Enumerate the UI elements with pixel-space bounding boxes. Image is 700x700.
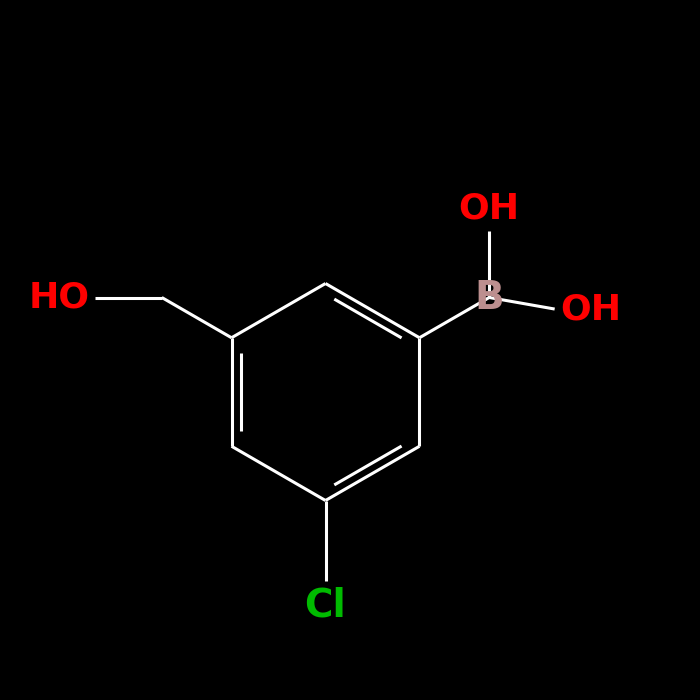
Text: Cl: Cl xyxy=(304,587,346,624)
Text: HO: HO xyxy=(29,281,90,314)
Text: OH: OH xyxy=(560,292,622,326)
Text: B: B xyxy=(475,279,504,316)
Text: OH: OH xyxy=(458,191,519,225)
